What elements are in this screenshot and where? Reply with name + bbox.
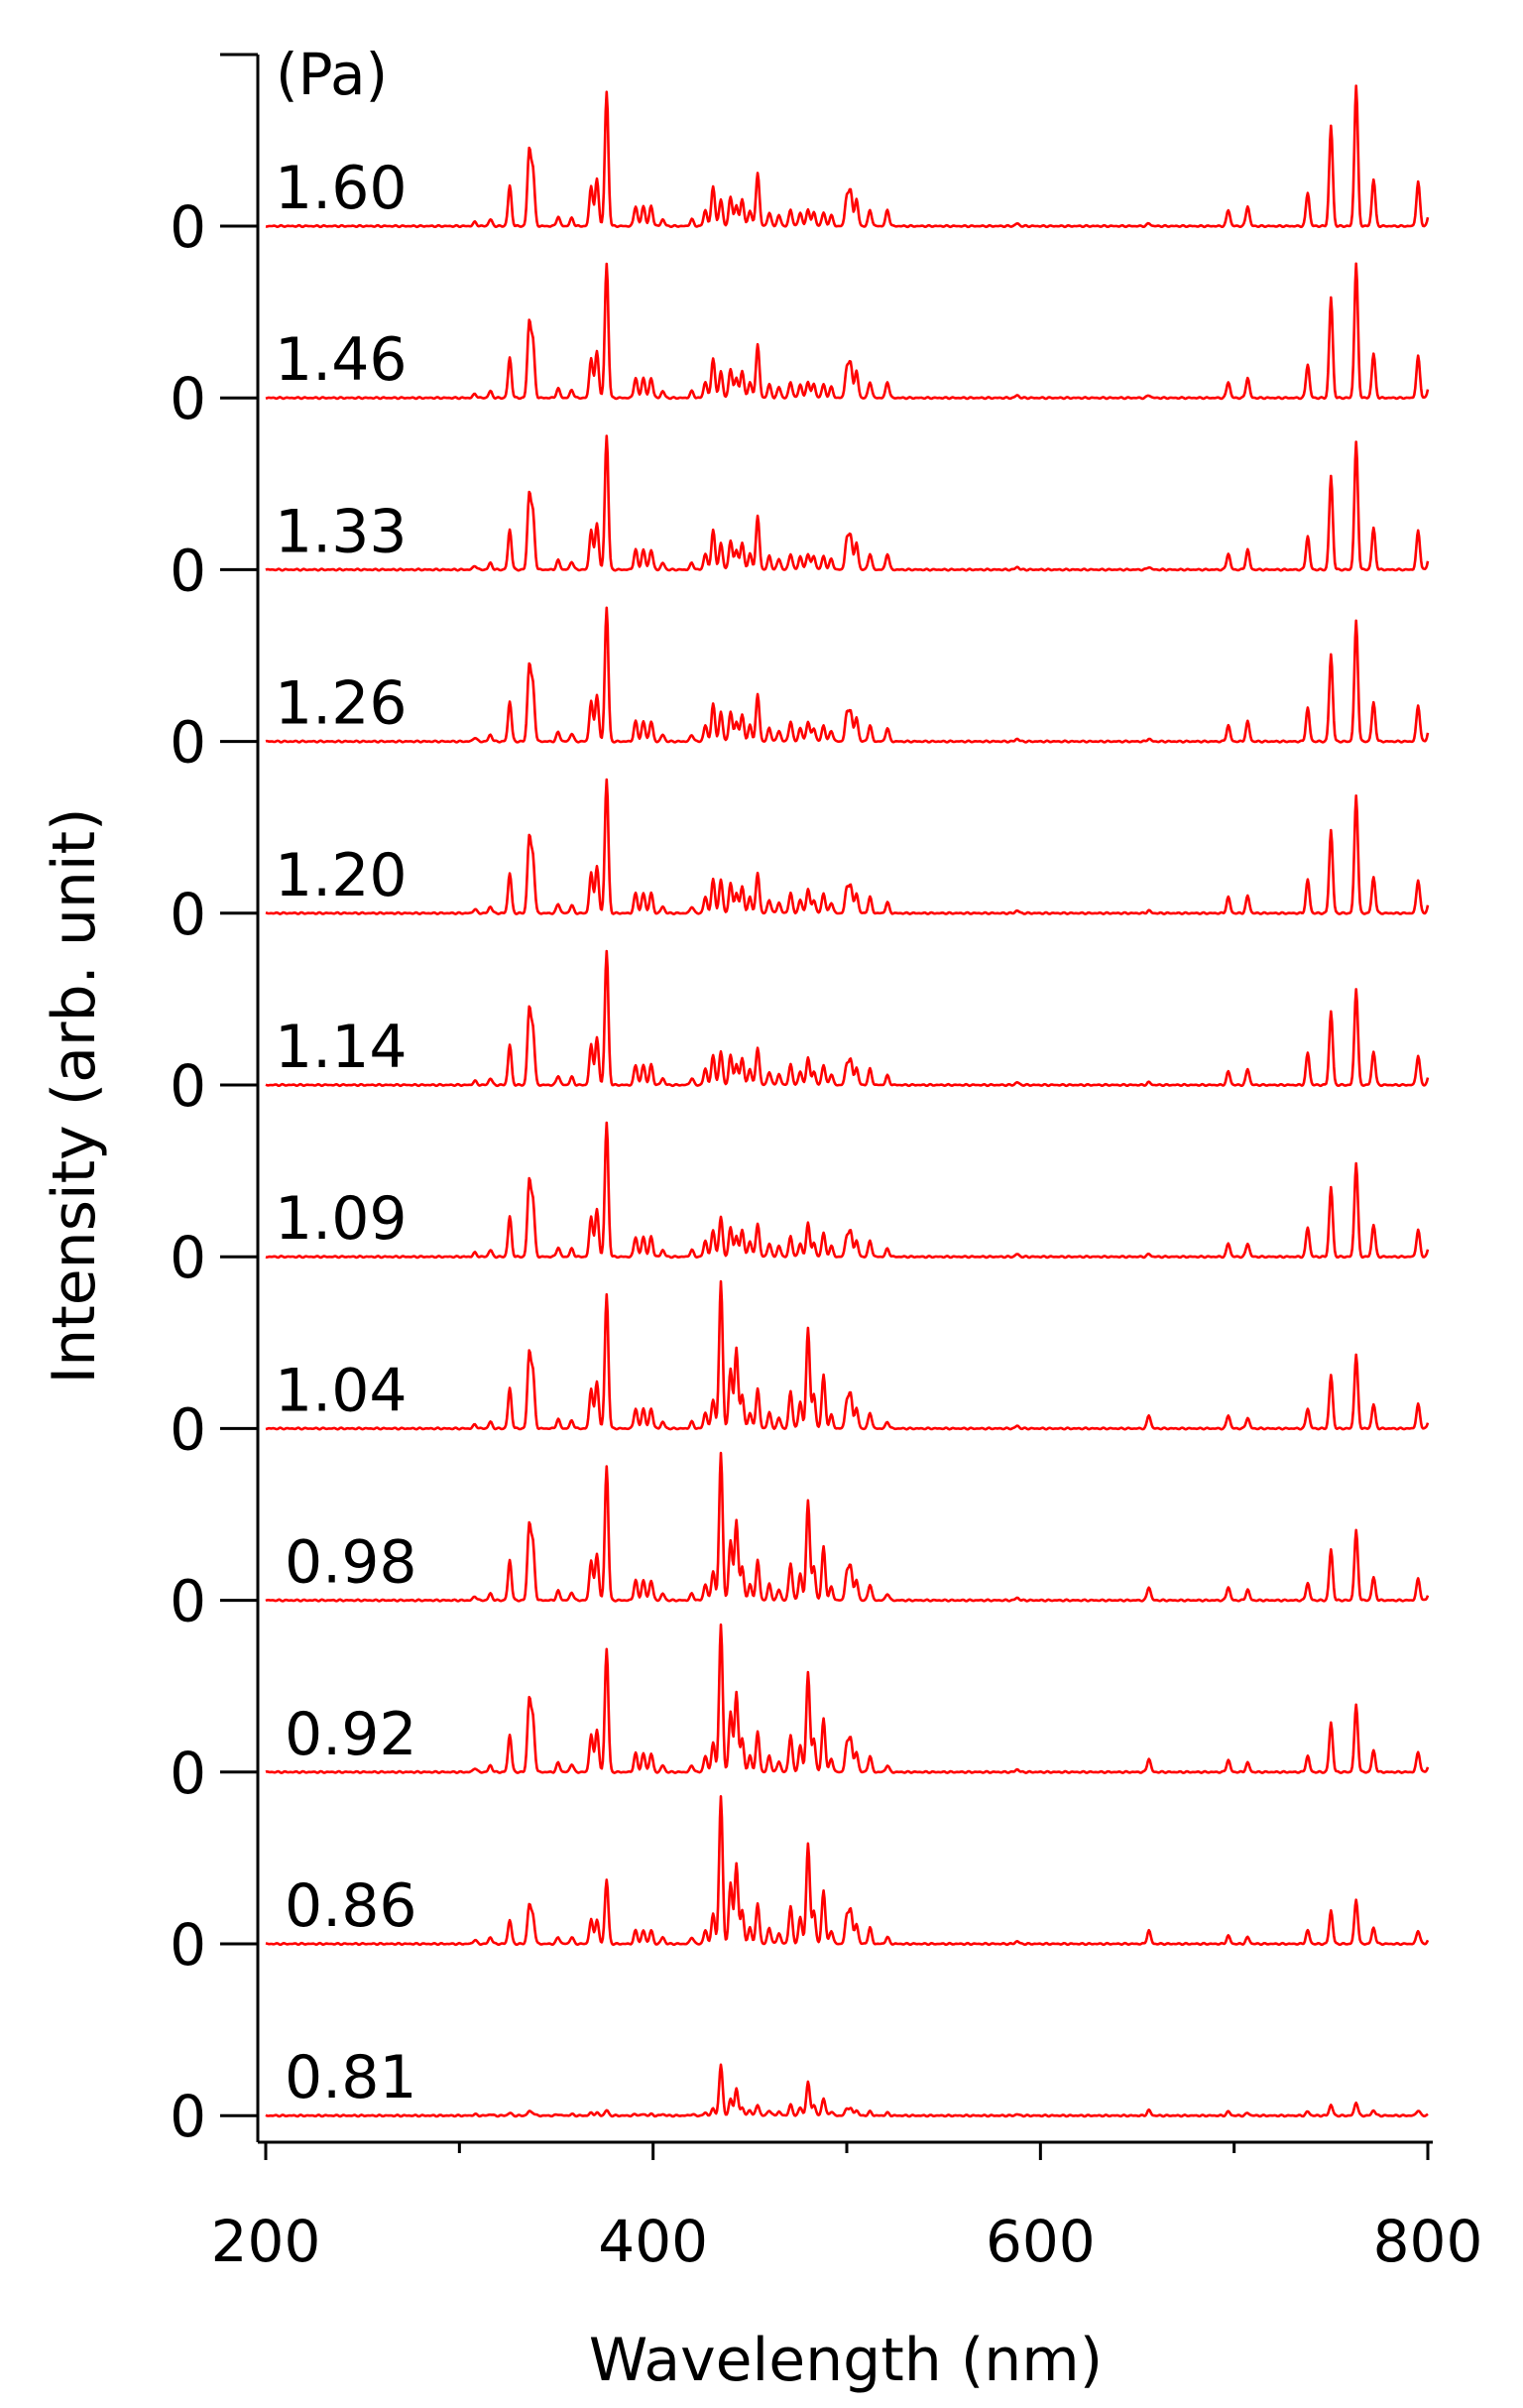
- pressure-label: 0.92: [285, 1700, 417, 1769]
- spectrum-line-0-81: [265, 2063, 1429, 2118]
- y-zero-label: 0: [170, 1052, 206, 1120]
- y-zero-label: 0: [170, 2083, 206, 2150]
- pressure-label: 1.09: [275, 1184, 408, 1254]
- pressure-label: 1.46: [275, 325, 408, 395]
- pressure-label: 0.81: [285, 2043, 417, 2112]
- pressure-label: 0.86: [285, 1871, 417, 1941]
- spectrum-line-1-04: [265, 1279, 1430, 1431]
- spectrum-series-group: [265, 84, 1430, 2118]
- pressure-label: 1.60: [275, 154, 408, 223]
- pressure-label: 1.26: [275, 669, 408, 739]
- spectrum-line-0-92: [265, 1623, 1430, 1774]
- x-tick-label: 400: [598, 2208, 708, 2275]
- y-zero-label: 0: [170, 1224, 206, 1291]
- y-zero-label: 0: [170, 193, 206, 261]
- y-zero-label: 0: [170, 1395, 206, 1463]
- y-zero-label: 0: [170, 1568, 206, 1635]
- x-tick-label: 800: [1373, 2208, 1483, 2275]
- x-axis-ticks: 200 400 600 800: [211, 2142, 1483, 2275]
- y-axis-ticks: 0 0 0 0 0 0 0 0 0 0 0 0: [170, 193, 258, 2150]
- spectrum-line-1-20: [265, 778, 1430, 915]
- pressure-labels: 1.60 1.46 1.33 1.26 1.20 1.14 1.09 1.04 0.98 0.92…: [275, 154, 417, 2112]
- y-zero-label: 0: [170, 537, 206, 604]
- x-tick-label: 600: [986, 2208, 1096, 2275]
- y-zero-label: 0: [170, 709, 206, 777]
- y-axis-title: Intensity (arb. unit): [40, 808, 109, 1385]
- y-zero-label: 0: [170, 881, 206, 948]
- pressure-label: 1.14: [275, 1013, 408, 1082]
- spectrum-line-1-14: [265, 949, 1430, 1088]
- spectrum-line-1-60: [265, 84, 1430, 229]
- spectrum-line-1-26: [265, 606, 1430, 744]
- spectrum-line-1-33: [265, 434, 1430, 572]
- pressure-label: 1.04: [275, 1356, 408, 1425]
- spectrum-line-1-46: [265, 262, 1430, 401]
- pressure-label: 1.20: [275, 841, 408, 910]
- y-zero-label: 0: [170, 1911, 206, 1979]
- x-axis-title: Wavelength (nm): [589, 2326, 1103, 2395]
- y-zero-label: 0: [170, 1740, 206, 1807]
- pressure-label: 1.33: [275, 497, 408, 566]
- legend-unit-label: (Pa): [276, 41, 388, 108]
- spectrum-line-0-86: [265, 1795, 1430, 1947]
- x-tick-label: 200: [211, 2208, 321, 2275]
- y-zero-label: 0: [170, 365, 206, 432]
- spectrum-line-1-09: [265, 1121, 1430, 1260]
- pressure-label: 0.98: [285, 1528, 417, 1598]
- spectrum-line-0-98: [265, 1451, 1430, 1603]
